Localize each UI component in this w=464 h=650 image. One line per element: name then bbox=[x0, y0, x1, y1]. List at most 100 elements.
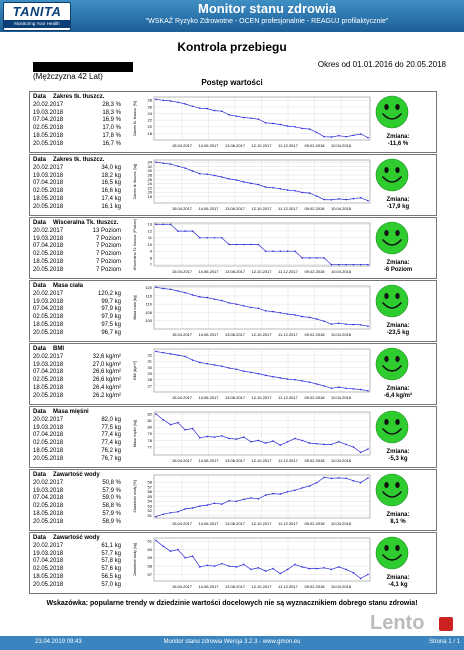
data-point bbox=[184, 355, 187, 358]
smiley-face-icon bbox=[375, 221, 409, 255]
row-value: 32,6 kg/m² bbox=[92, 353, 121, 360]
x-tick-label: 10.04.2018 bbox=[331, 332, 352, 337]
data-point bbox=[367, 573, 369, 576]
row-date: 20.02.2017 bbox=[33, 227, 64, 234]
row-value: 77,5 kg bbox=[101, 424, 121, 431]
change-value: -11,6 % bbox=[387, 141, 409, 147]
data-point bbox=[184, 557, 187, 559]
row-value: 76,7 kg bbox=[101, 455, 121, 462]
y-tick-label: 57 bbox=[148, 572, 153, 577]
data-point bbox=[257, 439, 260, 442]
data-point bbox=[242, 243, 245, 246]
data-point bbox=[308, 316, 311, 319]
x-tick-label: 10.04.2018 bbox=[331, 395, 352, 400]
row-date: 20.05.2018 bbox=[33, 140, 64, 147]
row-date: 07.04.2018 bbox=[33, 180, 64, 187]
data-point bbox=[264, 310, 267, 312]
data-point bbox=[352, 479, 355, 482]
x-tick-label: 13.08.2017 bbox=[225, 143, 246, 148]
data-point bbox=[330, 263, 333, 266]
data-point bbox=[367, 389, 369, 392]
change-label: Zmiana: bbox=[386, 323, 410, 329]
data-point bbox=[199, 437, 201, 439]
data-point bbox=[191, 427, 194, 430]
data-point bbox=[316, 257, 318, 259]
data-point bbox=[199, 107, 201, 110]
x-tick-label: 13.08.2017 bbox=[225, 206, 246, 211]
y-axis-label: BMI [kg/m²] bbox=[133, 361, 137, 379]
data-point bbox=[286, 440, 289, 443]
data-point bbox=[294, 250, 296, 253]
row-date: 20.05.2018 bbox=[33, 455, 64, 462]
data-point bbox=[316, 195, 318, 197]
x-tick-label: 12.10.2017 bbox=[251, 332, 272, 337]
change-label: Zmiana: bbox=[386, 449, 410, 455]
data-point bbox=[323, 566, 325, 569]
y-tick-label: 115 bbox=[146, 293, 153, 298]
y-tick-label: 31 bbox=[148, 359, 153, 364]
data-point bbox=[286, 125, 289, 127]
table-row: 07.04.2018 16,9 % bbox=[33, 117, 128, 125]
x-tick-label: 11.12.2017 bbox=[278, 332, 298, 337]
plot-frame bbox=[153, 348, 371, 393]
y-tick-label: 27 bbox=[148, 383, 153, 388]
data-point bbox=[337, 477, 340, 479]
data-point bbox=[162, 287, 165, 290]
y-tick-label: 28 bbox=[148, 172, 153, 177]
y-tick-label: 59 bbox=[148, 555, 153, 560]
logo-wordmark: TANITA bbox=[12, 4, 62, 19]
report-header: TANITA Monitoring Your Health Monitor st… bbox=[0, 0, 464, 32]
x-tick-label: 14.06.2017 bbox=[198, 584, 219, 589]
date-header: Data bbox=[33, 283, 47, 289]
data-point bbox=[352, 134, 355, 137]
metric-header: Masa mięśni bbox=[53, 409, 89, 415]
row-value: 77,4 kg bbox=[101, 440, 121, 447]
data-point bbox=[162, 545, 165, 548]
data-point bbox=[272, 250, 274, 253]
y-tick-label: 9 bbox=[150, 249, 153, 254]
data-point bbox=[257, 307, 260, 310]
x-tick-label: 11.12.2017 bbox=[278, 584, 298, 589]
y-tick-label: 77 bbox=[148, 444, 153, 449]
metric-section: Data BMI 20.02.2017 32,6 kg/m² 19.03.2018 27,… bbox=[29, 343, 437, 405]
data-point bbox=[242, 436, 245, 438]
data-point bbox=[155, 223, 157, 226]
table-row: 07.04.2018 97,9 kg bbox=[33, 306, 128, 314]
x-tick-label: 12.10.2017 bbox=[251, 269, 272, 274]
footer-date: 23.04.2019 09:43 bbox=[35, 639, 82, 645]
data-point bbox=[257, 372, 260, 375]
data-point bbox=[177, 548, 179, 551]
x-tick-label: 12.10.2017 bbox=[251, 584, 272, 589]
data-point bbox=[330, 387, 333, 390]
data-point bbox=[301, 257, 304, 259]
date-header: Data bbox=[33, 94, 47, 100]
date-header: Data bbox=[33, 472, 47, 478]
row-date: 02.05.2018 bbox=[33, 125, 64, 132]
change-value: -5,3 kg bbox=[388, 456, 408, 462]
table-header: Data Zawartość wody bbox=[33, 472, 128, 480]
data-point bbox=[242, 563, 245, 566]
data-point bbox=[294, 189, 296, 192]
y-tick-label: 58 bbox=[148, 564, 153, 569]
metric-header: Zawartość wody bbox=[53, 535, 100, 541]
data-point bbox=[191, 105, 194, 108]
data-point bbox=[220, 503, 223, 505]
data-point bbox=[294, 563, 296, 566]
table-row: 19.03.2018 27,0 kg/m² bbox=[33, 362, 128, 370]
report-footer: 23.04.2019 09:43 Monitor stanu zdrowia W… bbox=[0, 636, 464, 650]
change-label: Zmiana: bbox=[386, 575, 410, 581]
metric-section: Data Zawartość wody 20.02.2017 50,8 % 19.03.… bbox=[29, 469, 437, 531]
data-point bbox=[279, 377, 282, 379]
data-point bbox=[250, 497, 252, 499]
data-point bbox=[213, 565, 216, 567]
date-header: Data bbox=[33, 220, 47, 226]
data-point bbox=[162, 513, 165, 515]
table-row: 19.03.2018 57,7 kg bbox=[33, 551, 128, 559]
x-tick-label: 09.02.2018 bbox=[304, 206, 325, 211]
plot-frame bbox=[153, 474, 371, 519]
metric-section: Data Zakres tk. tłuszcz. 20.02.2017 34,0 kg… bbox=[29, 154, 437, 216]
row-date: 19.03.2018 bbox=[33, 361, 64, 368]
data-point bbox=[337, 440, 340, 443]
data-point bbox=[359, 481, 362, 484]
data-point bbox=[242, 116, 245, 119]
